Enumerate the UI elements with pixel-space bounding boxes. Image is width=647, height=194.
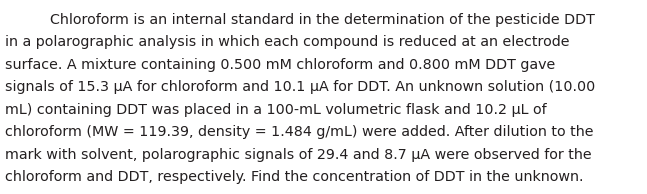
Text: mark with solvent, polarographic signals of 29.4 and 8.7 μA were observed for th: mark with solvent, polarographic signals… [5, 147, 591, 162]
Text: signals of 15.3 μA for chloroform and 10.1 μA for DDT. An unknown solution (10.0: signals of 15.3 μA for chloroform and 10… [5, 80, 595, 94]
Text: in a polarographic analysis in which each compound is reduced at an electrode: in a polarographic analysis in which eac… [5, 35, 569, 49]
Text: chloroform and DDT, respectively. Find the concentration of DDT in the unknown.: chloroform and DDT, respectively. Find t… [5, 170, 583, 184]
Text: surface. A mixture containing 0.500 mM chloroform and 0.800 mM DDT gave: surface. A mixture containing 0.500 mM c… [5, 58, 554, 72]
Text: chloroform (MW = 119.39, density = 1.484 g/mL) were added. After dilution to the: chloroform (MW = 119.39, density = 1.484… [5, 125, 593, 139]
Text: Chloroform is an internal standard in the determination of the pesticide DDT: Chloroform is an internal standard in th… [50, 13, 595, 27]
Text: mL) containing DDT was placed in a 100-mL volumetric flask and 10.2 μL of: mL) containing DDT was placed in a 100-m… [5, 103, 546, 117]
